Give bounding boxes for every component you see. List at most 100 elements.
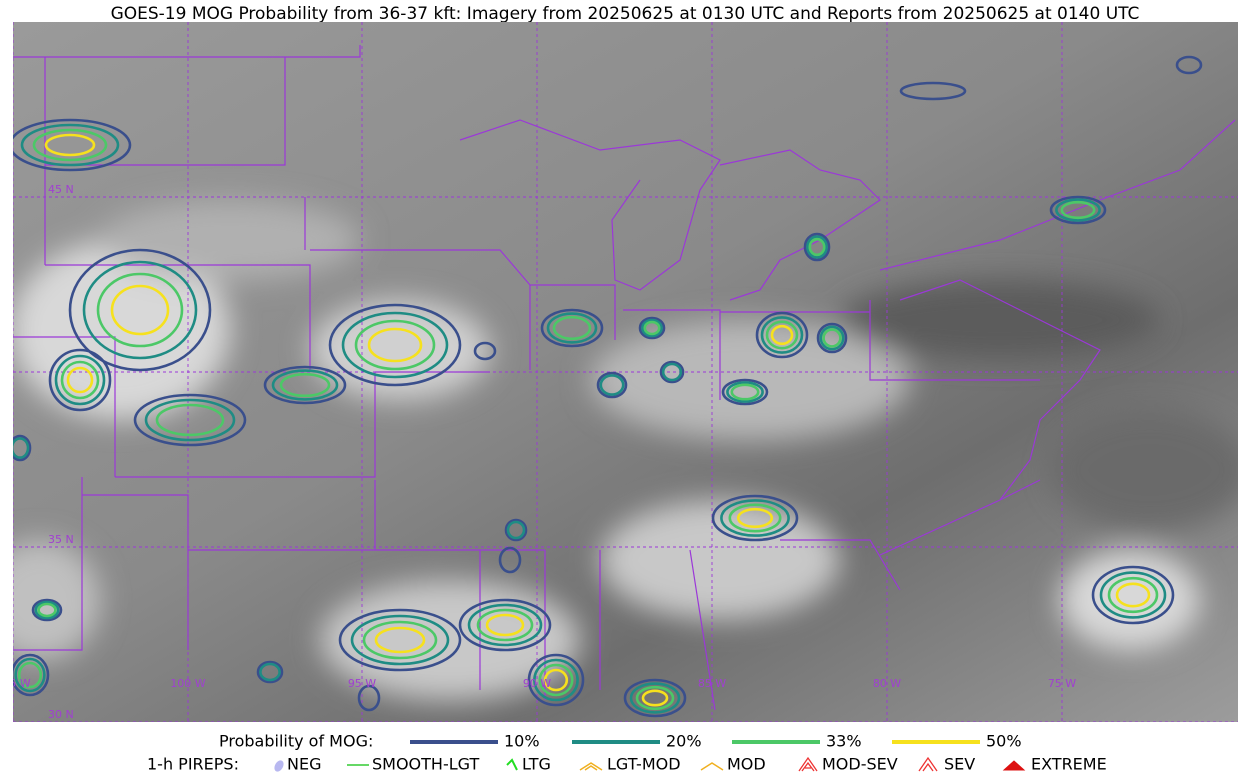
contour xyxy=(476,608,534,642)
contour xyxy=(720,499,790,537)
contour xyxy=(721,378,769,406)
contour xyxy=(362,620,438,660)
lon-label: 90 W xyxy=(523,677,551,690)
contour xyxy=(538,663,574,697)
contour xyxy=(629,682,681,714)
contour xyxy=(806,235,828,259)
contour xyxy=(144,398,236,442)
contour xyxy=(1091,565,1175,625)
lat-label: 30 N xyxy=(48,708,74,721)
contour xyxy=(328,303,462,387)
contour xyxy=(17,661,43,689)
contour xyxy=(155,403,225,437)
contour xyxy=(256,660,284,684)
legend-label: LTG xyxy=(522,755,551,774)
contour xyxy=(13,118,132,172)
lon-label: 100 W xyxy=(170,677,205,690)
contour xyxy=(60,360,100,400)
contour xyxy=(350,614,450,666)
contour xyxy=(374,626,426,654)
contour xyxy=(259,662,281,682)
lat-label: 45 N xyxy=(48,183,74,196)
legend-label: SEV xyxy=(944,755,975,774)
contour xyxy=(726,381,764,403)
contour xyxy=(48,348,112,412)
contour xyxy=(133,393,247,447)
legend-label: EXTREME xyxy=(1031,755,1107,774)
legend-label: LGT-MOD xyxy=(607,755,681,774)
contour xyxy=(635,685,675,711)
contour xyxy=(31,598,63,622)
contour xyxy=(1099,571,1167,619)
contour xyxy=(82,260,198,360)
contour xyxy=(730,383,760,401)
contour xyxy=(638,316,666,340)
contour xyxy=(661,362,683,382)
contour xyxy=(808,237,826,257)
contour xyxy=(540,308,604,348)
contour xyxy=(599,374,625,396)
legend-label: 50% xyxy=(986,732,1022,751)
contour xyxy=(1115,582,1151,608)
contour xyxy=(13,434,32,462)
probability-contours xyxy=(13,55,1203,718)
contour xyxy=(44,133,96,157)
contour xyxy=(14,657,46,693)
contour xyxy=(20,123,120,167)
legend-title: 1-h PIREPS: xyxy=(147,755,239,774)
contour xyxy=(736,507,774,529)
contour xyxy=(552,315,592,341)
lon-label: 95 W xyxy=(348,677,376,690)
contour xyxy=(37,602,57,618)
contour xyxy=(641,689,669,707)
legend: Probability of MOG: 10% 20% 33% 50% 1-h PIREP… xyxy=(147,732,1107,774)
lon-label: 85 W xyxy=(698,677,726,690)
contour xyxy=(66,366,94,394)
pirep-icon xyxy=(798,756,818,772)
contour xyxy=(357,684,381,712)
map-title: GOES-19 MOG Probability from 36-37 kft: … xyxy=(111,4,1140,24)
contour xyxy=(263,365,347,405)
contour xyxy=(822,328,842,348)
lon-label: 80 W xyxy=(873,677,901,690)
contour xyxy=(467,603,543,647)
contour xyxy=(533,658,579,702)
contour xyxy=(1049,195,1107,225)
contour xyxy=(458,598,552,652)
lat-label: 35 N xyxy=(48,533,74,546)
legend-label: MOD xyxy=(727,755,766,774)
contour xyxy=(1060,200,1096,220)
borders xyxy=(13,45,1236,711)
legend-label: 20% xyxy=(666,732,702,751)
contour xyxy=(643,320,661,336)
legend-label: NEG xyxy=(287,755,321,774)
contour xyxy=(816,322,848,354)
contour xyxy=(770,324,794,346)
contour xyxy=(498,546,522,574)
contour xyxy=(13,653,50,697)
contour xyxy=(473,341,497,361)
contour xyxy=(504,518,528,542)
legend-title: Probability of MOG: xyxy=(219,732,373,751)
contour xyxy=(765,320,799,350)
contour xyxy=(32,128,108,162)
contour xyxy=(596,371,628,399)
contour xyxy=(341,311,449,379)
contour xyxy=(1055,198,1101,222)
contour xyxy=(68,248,212,372)
contour xyxy=(1175,55,1203,75)
contour xyxy=(279,372,331,398)
contour xyxy=(803,232,831,262)
pirep-icon xyxy=(579,762,603,771)
contour xyxy=(819,325,845,351)
contour xyxy=(13,437,30,459)
contour xyxy=(367,327,423,363)
contour xyxy=(728,503,782,533)
contour xyxy=(506,520,526,540)
pirep-icon xyxy=(274,760,284,772)
legend-label: SMOOTH-LGT xyxy=(372,755,479,774)
contour xyxy=(485,613,525,637)
contour xyxy=(711,494,799,542)
